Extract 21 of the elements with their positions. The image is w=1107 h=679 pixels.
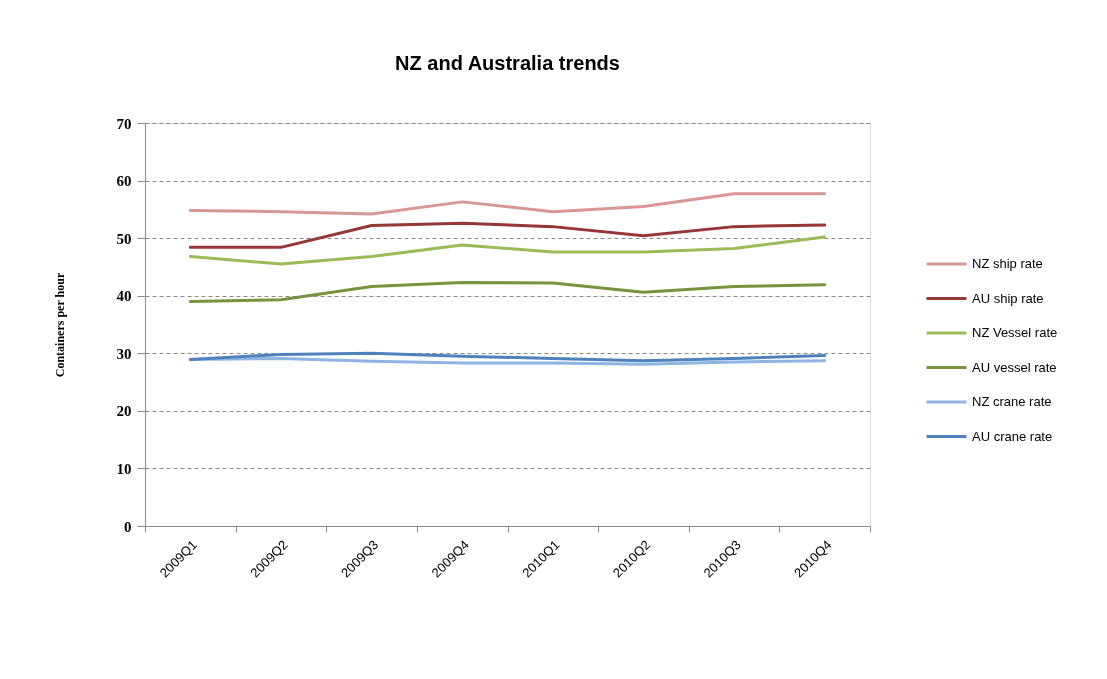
line-series [188,280,827,303]
y-tick-label: 10 [116,460,132,477]
legend-label: AU ship rate [972,290,1044,306]
line-series [188,192,827,216]
legend-label: NZ ship rate [972,256,1043,271]
y-tick-label: 30 [116,345,132,362]
y-tick-label: 20 [116,403,132,420]
legend-label: NZ crane rate [972,394,1052,409]
legend-label: AU vessel rate [972,359,1057,375]
y-tick-label: 50 [116,230,132,247]
legend-label: NZ Vessel rate [972,325,1058,340]
y-tick-label: 0 [124,518,132,535]
line-series [188,221,827,249]
line-series [188,351,827,363]
legend-label: AU crane rate [972,428,1053,444]
y-tick-label: 40 [116,288,132,305]
y-axis-title: Containers per hour [52,272,67,378]
y-tick-label: 70 [116,115,132,132]
chart-title: NZ and Australia trends [395,52,620,74]
line-series [188,235,827,266]
y-tick-label: 60 [116,173,132,190]
